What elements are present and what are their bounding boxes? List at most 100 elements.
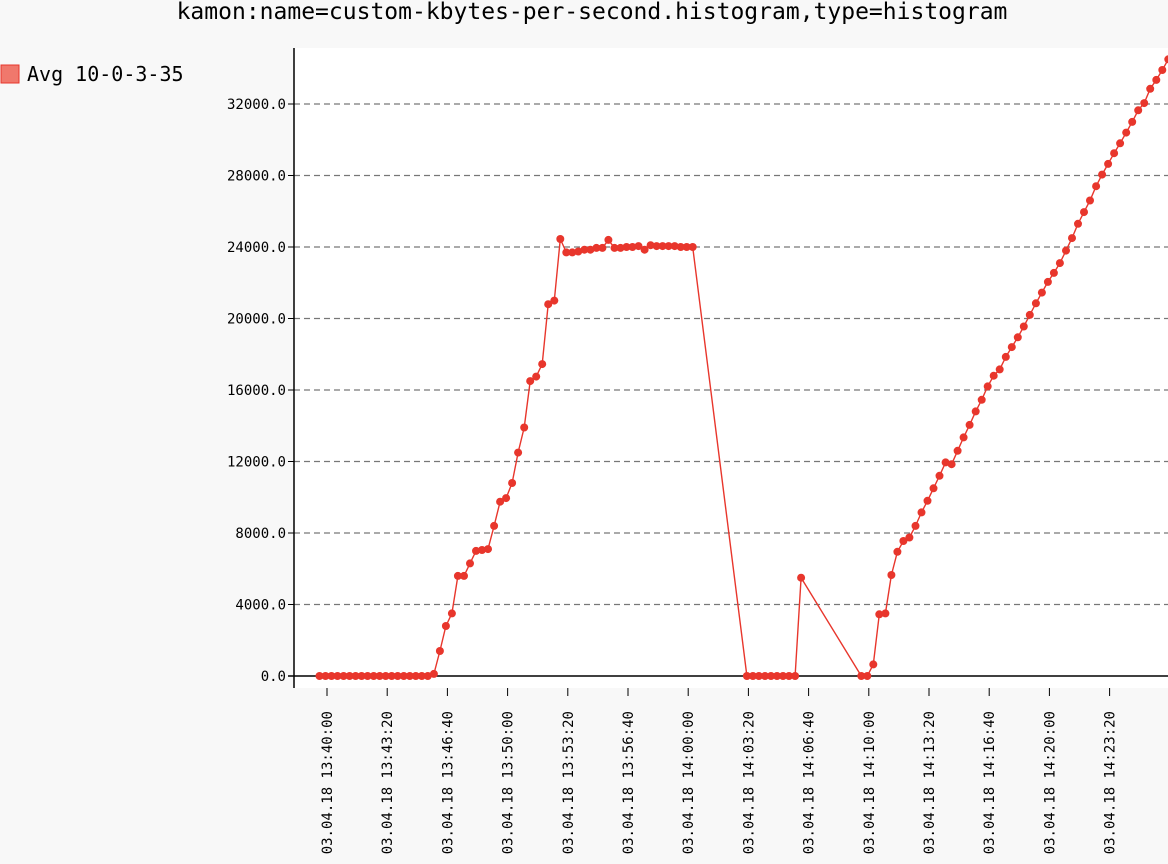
data-point xyxy=(1031,299,1040,308)
data-point xyxy=(562,248,571,257)
data-point xyxy=(544,300,553,309)
x-tick-label: 03.04.18 14:20:00 xyxy=(1042,711,1058,854)
data-point xyxy=(435,647,444,655)
data-point xyxy=(1025,310,1034,319)
data-point xyxy=(742,672,751,680)
data-point xyxy=(357,672,366,680)
data-point xyxy=(1074,219,1082,228)
y-tick-label: 24000.0 xyxy=(227,240,286,256)
data-point xyxy=(363,672,372,680)
data-point xyxy=(568,248,577,257)
data-point xyxy=(1146,84,1155,93)
data-point xyxy=(857,672,866,680)
data-point xyxy=(748,672,757,680)
data-point xyxy=(520,423,529,432)
data-point xyxy=(688,243,697,251)
data-point xyxy=(478,546,486,554)
chart-title: kamon:name=custom-kbytes-per-second.hist… xyxy=(177,0,1008,25)
y-tick-label: 28000.0 xyxy=(227,169,286,185)
data-point xyxy=(417,672,426,680)
data-point xyxy=(1068,234,1076,243)
data-point xyxy=(989,371,998,380)
data-point xyxy=(526,377,535,386)
data-point xyxy=(616,243,625,252)
legend-swatch xyxy=(0,64,20,84)
data-point xyxy=(1086,196,1094,205)
data-point xyxy=(893,547,902,556)
data-point xyxy=(514,448,523,457)
x-tick-label: 03.04.18 13:50:00 xyxy=(501,711,517,854)
x-tick-label: 03.04.18 14:16:40 xyxy=(982,711,998,854)
data-point xyxy=(899,537,908,545)
plot-area xyxy=(294,48,1168,688)
data-point xyxy=(441,622,450,630)
data-point xyxy=(447,609,456,618)
data-point xyxy=(345,672,354,680)
data-point xyxy=(460,571,468,580)
data-point xyxy=(1001,352,1010,361)
data-point xyxy=(387,672,396,680)
data-point xyxy=(670,242,679,251)
data-point xyxy=(791,672,800,680)
data-point xyxy=(640,245,649,254)
data-point xyxy=(1128,117,1137,126)
y-tick-label: 32000.0 xyxy=(227,97,286,113)
y-tick-label: 12000.0 xyxy=(227,455,286,471)
x-tick-label: 03.04.18 13:53:20 xyxy=(561,711,577,854)
legend-label: Avg 10-0-3-35 xyxy=(27,62,184,86)
data-point xyxy=(466,559,474,568)
x-tick-label: 03.04.18 13:43:20 xyxy=(380,711,396,854)
data-point xyxy=(1037,288,1046,297)
data-point xyxy=(983,382,992,391)
data-point xyxy=(971,407,980,416)
legend: Avg 10-0-3-35 xyxy=(0,62,184,86)
data-point xyxy=(351,672,360,680)
x-tick-label: 03.04.18 14:13:20 xyxy=(922,711,938,854)
y-tick-label: 20000.0 xyxy=(227,312,286,328)
data-point xyxy=(682,243,691,251)
data-point xyxy=(375,672,384,680)
data-point xyxy=(592,243,601,252)
data-point xyxy=(628,243,637,251)
data-point xyxy=(652,242,661,251)
x-tick-label: 03.04.18 13:46:40 xyxy=(440,711,456,854)
data-point xyxy=(1043,277,1052,286)
x-tick-label: 03.04.18 13:56:40 xyxy=(621,711,637,854)
data-point xyxy=(405,672,414,680)
data-point xyxy=(1140,99,1149,108)
data-point xyxy=(664,242,673,251)
data-point xyxy=(905,533,914,542)
data-point xyxy=(977,395,986,404)
data-point xyxy=(502,494,511,503)
data-point xyxy=(429,669,438,678)
data-point xyxy=(947,460,956,469)
data-point xyxy=(399,672,408,680)
data-point xyxy=(538,360,547,369)
data-point xyxy=(935,471,944,480)
data-point xyxy=(496,497,505,506)
data-point xyxy=(929,484,938,493)
data-point xyxy=(1122,128,1131,137)
data-point xyxy=(1104,159,1113,168)
data-point xyxy=(339,672,348,680)
data-point xyxy=(1007,343,1016,352)
data-point xyxy=(484,545,492,554)
data-point xyxy=(761,672,769,680)
data-point xyxy=(1134,106,1143,115)
data-point xyxy=(875,610,884,619)
data-point xyxy=(1158,66,1167,74)
grid-lines xyxy=(294,103,1168,606)
data-point xyxy=(941,458,950,467)
series-avg xyxy=(315,55,1168,680)
data-point xyxy=(917,508,926,517)
x-tick-label: 03.04.18 14:00:00 xyxy=(681,711,697,854)
data-point xyxy=(369,672,378,680)
y-tick-label: 0.0 xyxy=(261,669,286,685)
data-point xyxy=(911,521,920,530)
data-point xyxy=(411,672,420,680)
data-point xyxy=(1080,208,1088,217)
x-tick-label: 03.04.18 14:10:00 xyxy=(862,711,878,854)
data-point xyxy=(995,365,1004,374)
x-tick-label: 03.04.18 14:03:20 xyxy=(741,711,757,854)
